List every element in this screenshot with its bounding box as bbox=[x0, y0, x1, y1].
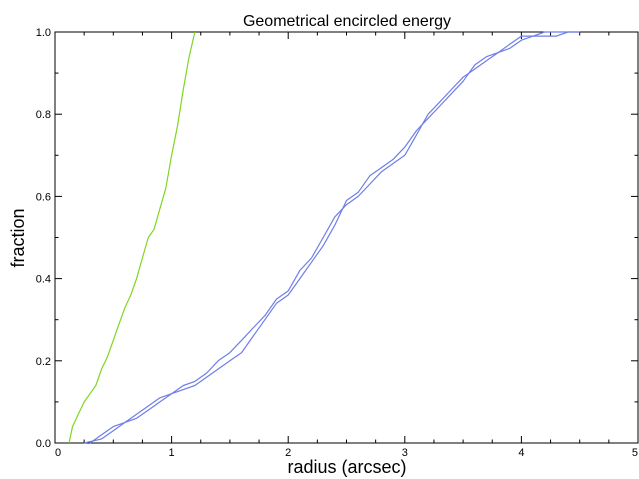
y-tick-label: 0.2 bbox=[36, 356, 51, 368]
x-tick-label: 2 bbox=[285, 447, 291, 459]
series-lines bbox=[68, 31, 580, 444]
y-tick-label: 0.0 bbox=[36, 438, 51, 450]
y-axis-label: fraction bbox=[8, 208, 28, 267]
series-line-1 bbox=[68, 31, 196, 444]
series-line-3 bbox=[89, 31, 580, 444]
y-ticks: 0.0 0.2 0.4 0.6 0.8 1.0 bbox=[36, 27, 638, 450]
y-tick-label: 1.0 bbox=[36, 27, 51, 39]
x-axis-label: radius (arcsec) bbox=[287, 457, 406, 477]
x-tick-label: 1 bbox=[169, 447, 175, 459]
x-tick-label: 3 bbox=[402, 447, 408, 459]
x-ticks: 0 1 2 3 4 5 bbox=[54, 32, 639, 459]
y-tick-label: 0.8 bbox=[36, 109, 51, 121]
y-tick-label: 0.4 bbox=[36, 274, 51, 286]
x-tick-label: 5 bbox=[632, 447, 638, 459]
series-line-2 bbox=[84, 31, 580, 444]
chart-title: Geometrical encircled energy bbox=[243, 13, 451, 30]
plot-frame bbox=[54, 31, 639, 444]
x-tick-label: 0 bbox=[55, 447, 61, 459]
y-tick-label: 0.6 bbox=[36, 191, 51, 203]
x-tick-label: 4 bbox=[518, 447, 524, 459]
